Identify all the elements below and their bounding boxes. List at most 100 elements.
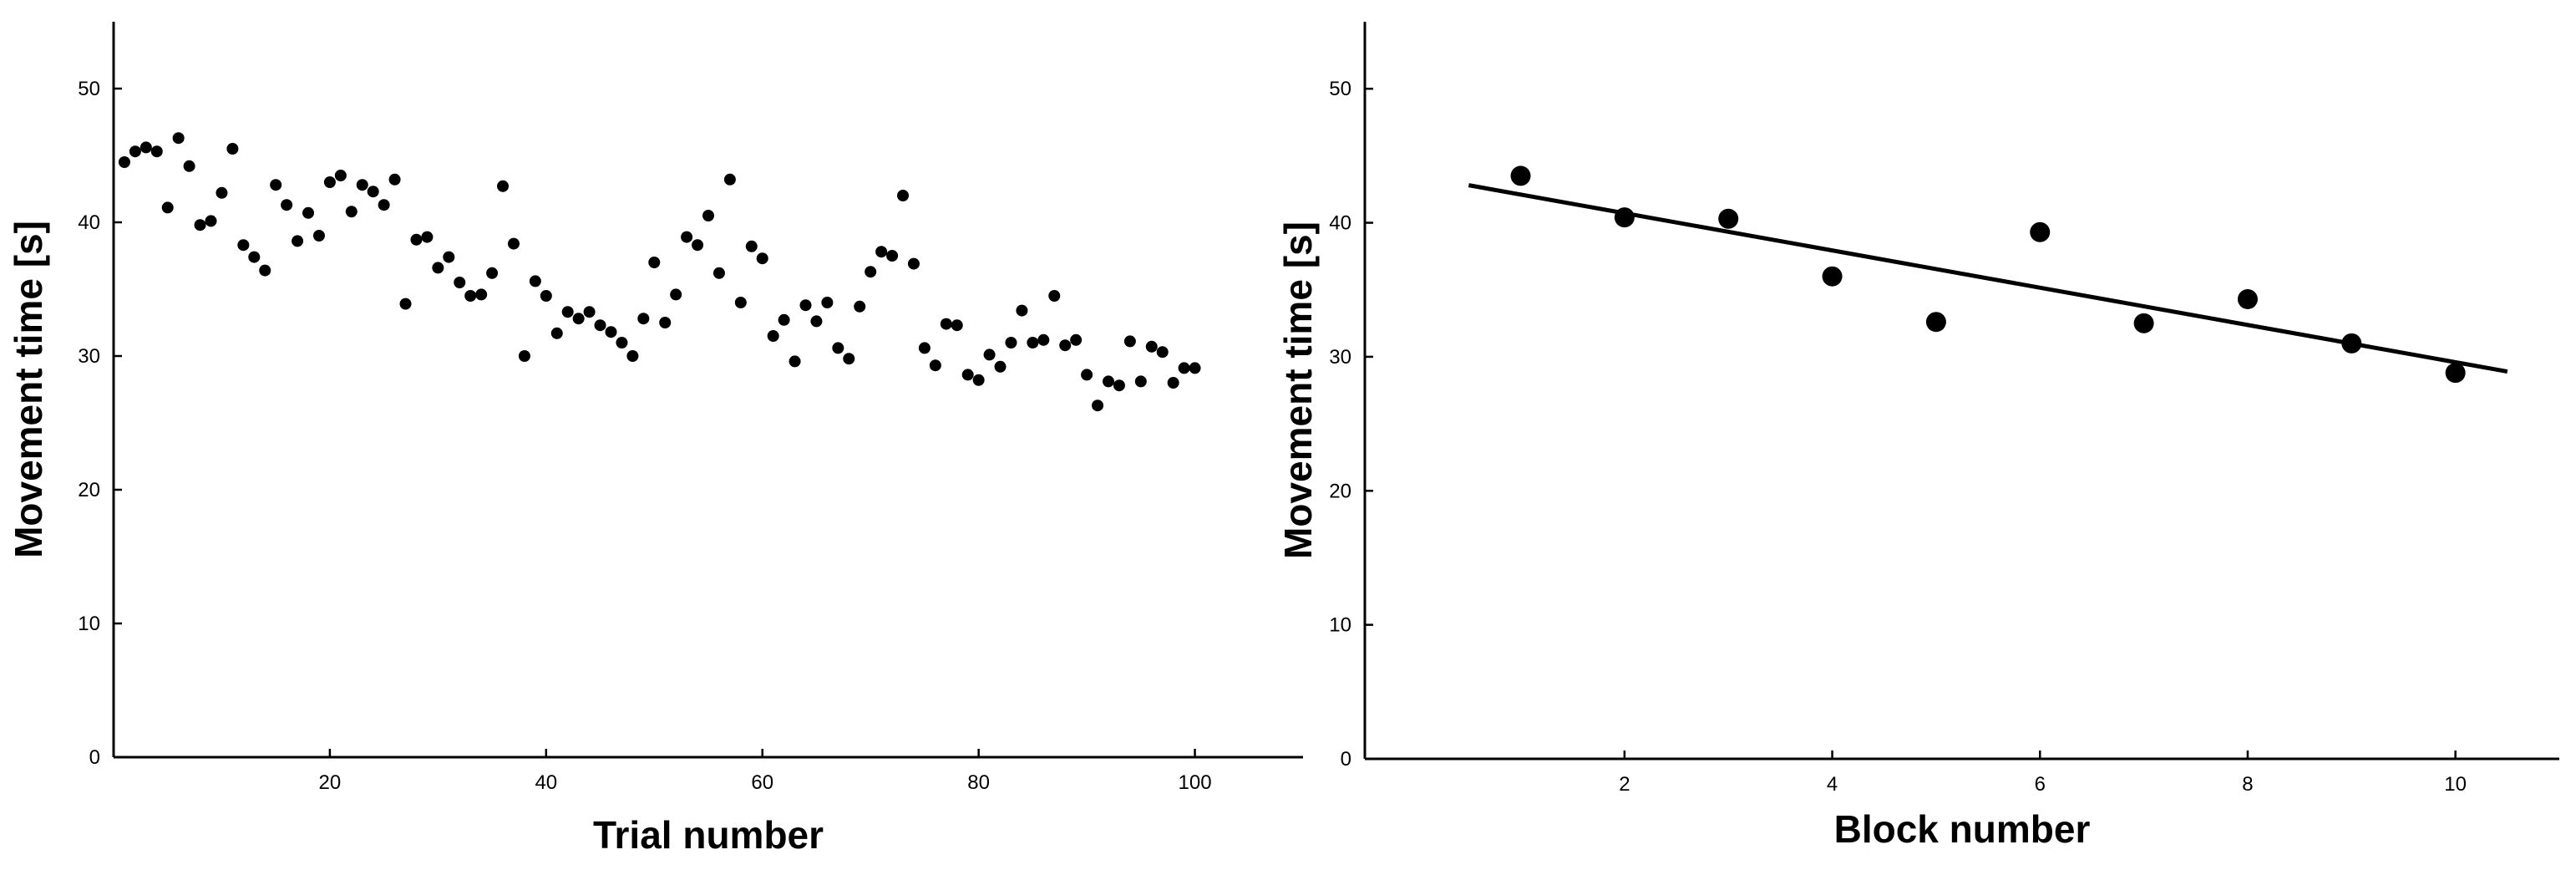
trial-point <box>161 201 174 214</box>
y-tick-label: 40 <box>78 211 100 234</box>
trial-point <box>745 240 758 252</box>
trial-point <box>972 374 985 386</box>
trial-point <box>1092 399 1104 412</box>
trial-point <box>399 298 412 310</box>
block-point <box>1510 165 1531 186</box>
trial-point <box>1070 333 1083 346</box>
trial-point <box>150 145 163 158</box>
trial-point <box>1027 337 1039 349</box>
trial-point <box>712 267 725 279</box>
trial-point <box>918 342 931 354</box>
trial-point <box>1059 339 1072 352</box>
trial-point <box>1178 362 1190 374</box>
block-point <box>2030 221 2051 242</box>
trial-point <box>616 337 628 349</box>
x-tick-label: 10 <box>2444 773 2467 796</box>
trial-point <box>723 173 736 186</box>
trial-point <box>486 267 499 279</box>
x-tick-label: 40 <box>535 771 557 794</box>
trial-point <box>139 141 152 154</box>
trial-point <box>410 233 423 246</box>
trial-point <box>1134 375 1147 388</box>
trial-point <box>681 231 693 243</box>
trial-point <box>692 239 704 252</box>
trial-point <box>1167 377 1179 389</box>
trial-point <box>540 290 552 302</box>
trial-point <box>767 330 779 342</box>
trial-point <box>454 277 466 288</box>
trial-point <box>118 156 130 168</box>
trial-point <box>475 288 488 301</box>
y-tick-label: 20 <box>1329 480 1351 502</box>
y-tick-label: 40 <box>1329 212 1351 235</box>
trial-chart: 0 10 20 30 40 50 20 40 60 80 100 Trial number Moveme… <box>7 22 1303 857</box>
y-tick-label: 10 <box>1329 614 1351 637</box>
trial-point <box>1102 375 1114 388</box>
trial-point <box>561 306 574 318</box>
trial-point <box>345 206 357 218</box>
trial-point <box>583 306 596 318</box>
block-point <box>1718 208 1739 229</box>
trial-point <box>778 313 790 326</box>
x-tick-label: 20 <box>319 771 342 794</box>
trend-line <box>1468 183 2508 374</box>
trial-point <box>312 230 325 242</box>
trial-point <box>594 319 606 332</box>
block-point <box>2341 333 2362 354</box>
trial-point <box>226 143 239 155</box>
trial-point <box>432 262 444 274</box>
y-tick-label: 30 <box>1329 346 1351 369</box>
trial-point <box>129 145 141 158</box>
x-tick-label: 80 <box>967 771 990 794</box>
trial-point <box>865 266 877 278</box>
trial-point <box>443 251 455 263</box>
x-axis-title: Block number <box>1834 807 2091 851</box>
trial-point <box>994 360 1007 373</box>
trial-point <box>1048 290 1061 302</box>
block-point <box>2445 363 2466 384</box>
y-tick-label: 0 <box>1341 748 1351 771</box>
trial-point <box>421 231 434 243</box>
trial-point <box>810 315 823 328</box>
trial-point <box>961 369 974 381</box>
trial-point <box>518 350 530 362</box>
trial-point <box>1123 335 1136 348</box>
trial-point <box>248 251 261 263</box>
trial-point <box>1189 362 1201 374</box>
trial-point <box>951 319 963 332</box>
trial-point <box>464 290 477 302</box>
trial-point <box>507 237 520 250</box>
trial-point <box>940 318 952 330</box>
trial-point <box>237 239 250 252</box>
trial-point <box>216 186 228 199</box>
trial-point <box>670 288 682 301</box>
block-point <box>2133 313 2154 333</box>
trial-point <box>1016 304 1028 317</box>
trial-point <box>356 179 368 191</box>
block-point <box>1614 207 1635 228</box>
trial-point <box>1156 346 1169 359</box>
y-tick-label: 10 <box>78 613 100 635</box>
trial-point <box>659 317 672 328</box>
trial-point <box>572 313 585 325</box>
trial-point <box>799 299 812 312</box>
block-point <box>2237 288 2258 309</box>
trial-point <box>367 186 379 198</box>
trial-point <box>172 132 185 145</box>
y-axis-title: Movement time [s] <box>7 221 50 558</box>
y-tick-label: 0 <box>89 746 100 769</box>
y-tick-label: 50 <box>1329 78 1351 100</box>
trial-point <box>605 326 617 338</box>
y-axis-title: Movement time [s] <box>1276 221 1320 559</box>
trial-point <box>756 252 768 265</box>
trial-point <box>1113 379 1125 392</box>
trial-point <box>843 353 855 365</box>
trial-point <box>529 275 541 287</box>
trial-point <box>378 199 390 211</box>
x-tick-label: 6 <box>2035 773 2046 796</box>
trial-point <box>1145 340 1158 353</box>
trial-point <box>1081 369 1093 381</box>
trial-point <box>626 350 639 362</box>
trial-point <box>302 206 315 219</box>
